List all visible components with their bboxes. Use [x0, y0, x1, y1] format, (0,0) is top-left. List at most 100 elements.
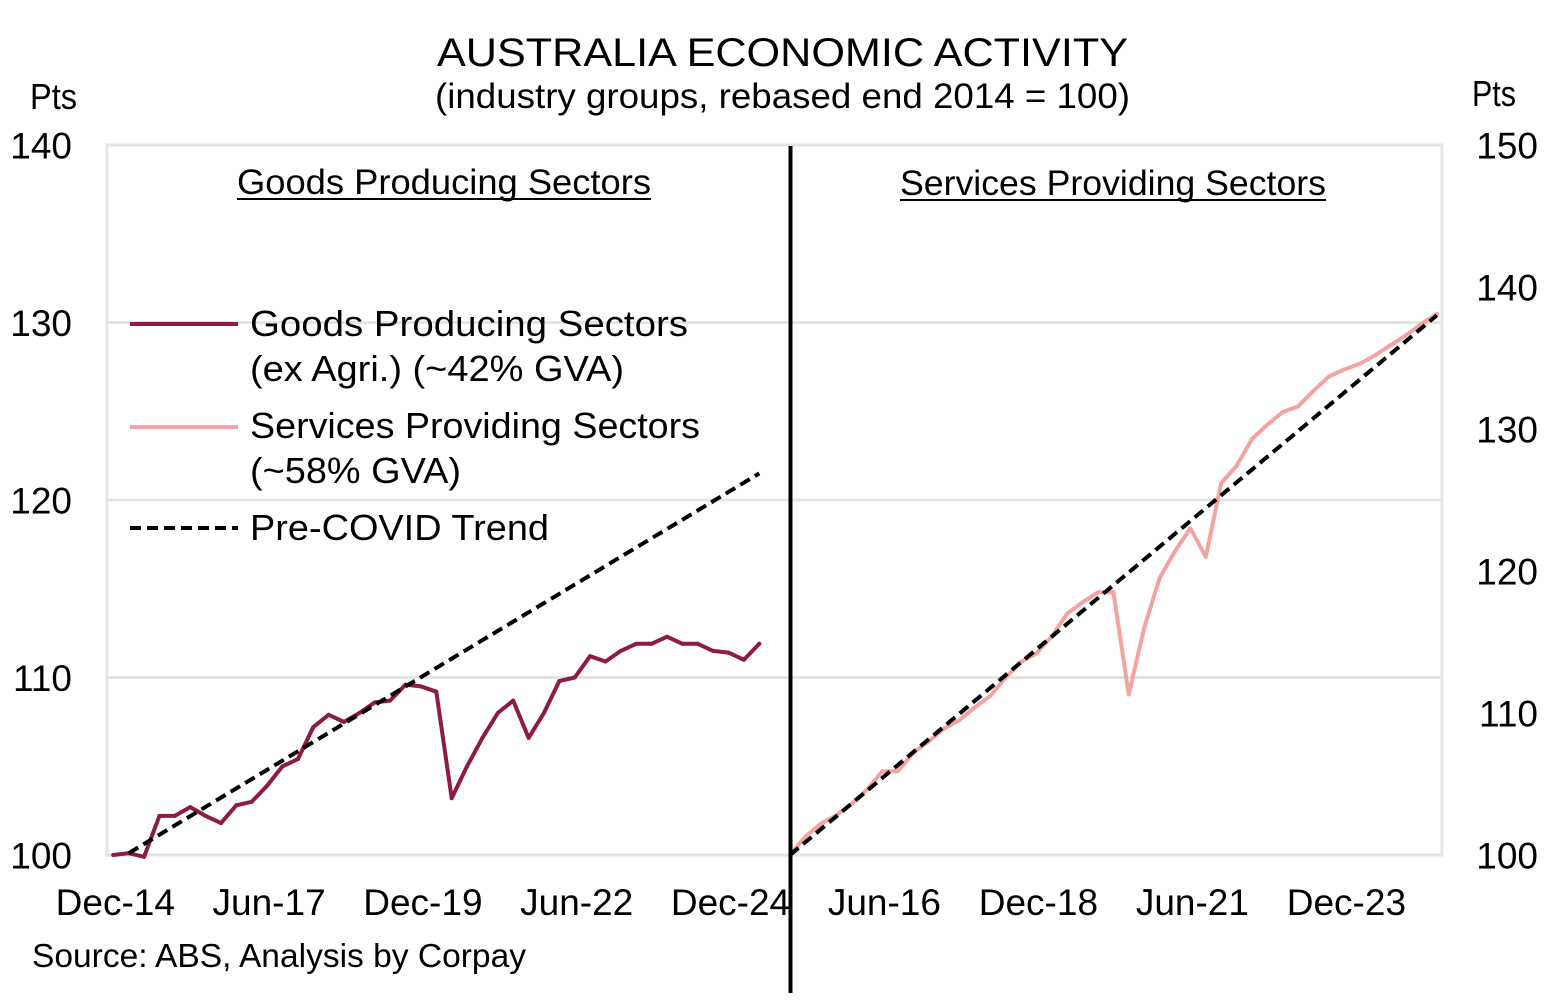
- services-panel-x-tick-label: Jun-21: [1136, 882, 1249, 923]
- services-data-point: [1280, 410, 1285, 414]
- services-panel-x-tick-label: Dec-18: [979, 882, 1098, 923]
- services-data-point: [1373, 353, 1378, 358]
- goods-data-point: [665, 634, 669, 639]
- right-y-tick-label: 140: [1476, 268, 1538, 309]
- goods-data-point: [188, 805, 193, 810]
- services-data-point: [1203, 554, 1208, 559]
- legend-label-trend: Pre-COVID Trend: [250, 507, 549, 548]
- legend-entry-services: Services Providing Sectors (~58% GVA): [130, 405, 700, 491]
- services-data-point: [1404, 333, 1408, 338]
- goods-data-point: [311, 725, 316, 730]
- services-data-point: [972, 705, 977, 710]
- goods-data-point: [388, 698, 393, 703]
- services-data-point: [1265, 422, 1270, 427]
- legend-entry-goods: Goods Producing Sectors (ex Agri.) (~42%…: [130, 303, 688, 389]
- goods-data-point: [711, 648, 716, 653]
- chart-title: AUSTRALIA ECONOMIC ACTIVITY: [437, 31, 1128, 75]
- left-y-tick-label: 100: [10, 836, 72, 877]
- goods-data-point: [603, 659, 608, 664]
- goods-panel-heading: Goods Producing Sectors: [237, 163, 651, 202]
- legend-label-services-line1: Services Providing Sectors: [250, 405, 700, 446]
- services-data-point: [1357, 361, 1362, 366]
- axis-tick-labels: 100 110 120 130 140 Dec-14 Jun-17 Dec-19 Jun-22 D…: [10, 126, 1538, 924]
- goods-data-point: [588, 654, 593, 659]
- services-panel-title: Services Providing Sectors: [900, 164, 1326, 203]
- goods-data-point: [695, 641, 700, 646]
- services-data-point: [1296, 404, 1301, 409]
- goods-data-point: [280, 764, 285, 769]
- goods-data-point: [541, 711, 546, 715]
- services-data-point: [1311, 388, 1316, 393]
- goods-data-point: [265, 783, 270, 788]
- right-y-axis-unit-label: Pts: [1472, 73, 1516, 114]
- right-y-tick-label: 150: [1476, 126, 1538, 167]
- goods-data-point: [357, 711, 362, 715]
- services-data-point: [803, 834, 808, 839]
- goods-data-point: [249, 799, 254, 804]
- services-data-point: [1034, 651, 1039, 656]
- goods-data-point: [172, 813, 177, 818]
- goods-data-point: [480, 735, 485, 740]
- services-data-point: [1388, 343, 1393, 348]
- services-panel-heading: Services Providing Sectors: [900, 164, 1326, 203]
- legend-label-services-line2: (~58% GVA): [250, 450, 461, 491]
- goods-data-point: [418, 684, 423, 689]
- goods-data-point: [142, 854, 147, 859]
- goods-panel-x-tick-label: Jun-22: [520, 882, 633, 923]
- services-pre-covid-trend-line: [788, 313, 1439, 857]
- chart-subtitle: (industry groups, rebased end 2014 = 100…: [435, 77, 1130, 116]
- goods-panel-x-tick-label: Dec-19: [363, 882, 482, 923]
- services-data-point: [1065, 611, 1070, 616]
- goods-data-point: [495, 711, 500, 715]
- goods-data-point: [634, 641, 639, 646]
- goods-panel-x-tick-label: Dec-14: [56, 882, 175, 923]
- trend-layer: [127, 313, 1439, 857]
- services-panel-x-tick-label: Jun-16: [828, 882, 941, 923]
- goods-data-point: [465, 764, 469, 769]
- goods-data-point: [757, 641, 762, 646]
- services-data-point: [988, 694, 993, 698]
- services-data-point: [880, 769, 885, 774]
- goods-data-point: [326, 712, 331, 717]
- goods-data-point: [572, 675, 577, 680]
- goods-data-point: [680, 641, 685, 646]
- source-note: Source: ABS, Analysis by Corpay: [32, 937, 527, 974]
- services-panel-x-tick-label: Dec-23: [1287, 882, 1406, 923]
- left-y-axis-unit-label: Pts: [30, 76, 77, 117]
- plot-area-border: [105, 143, 1444, 857]
- services-data-point: [1173, 549, 1177, 554]
- goods-data-point: [234, 803, 239, 808]
- services-data-point: [1111, 590, 1116, 595]
- goods-data-point: [526, 735, 531, 740]
- goods-data-point: [157, 813, 162, 818]
- goods-data-point: [203, 813, 208, 818]
- goods-data-point: [557, 679, 562, 684]
- left-y-tick-label: 120: [10, 481, 72, 522]
- goods-pre-covid-trend-line: [127, 471, 761, 855]
- goods-data-point: [511, 698, 516, 703]
- services-data-point: [1096, 590, 1100, 595]
- goods-data-point: [434, 689, 439, 694]
- services-data-point: [1188, 526, 1193, 531]
- services-data-point: [895, 769, 900, 774]
- goods-data-point: [726, 650, 731, 655]
- legend-label-goods-line2: (ex Agri.) (~42% GVA): [250, 348, 624, 389]
- goods-panel-x-tick-label: Jun-17: [213, 882, 326, 923]
- left-y-tick-label: 130: [10, 303, 72, 344]
- services-data-point: [957, 718, 962, 723]
- goods-data-point: [111, 853, 116, 857]
- services-data-point: [1157, 576, 1162, 581]
- left-y-tick-label: 140: [10, 126, 72, 167]
- services-data-point: [1080, 600, 1085, 605]
- right-y-tick-label: 130: [1476, 410, 1538, 451]
- services-data-point: [1219, 481, 1224, 485]
- goods-data-point: [618, 648, 623, 653]
- goods-data-point: [649, 641, 654, 646]
- right-y-tick-label: 100: [1476, 836, 1538, 877]
- goods-data-point: [219, 821, 223, 826]
- legend-label-goods-line1: Goods Producing Sectors: [250, 303, 688, 344]
- goods-panel-x-tick-label: Dec-24: [671, 882, 790, 923]
- services-data-point: [818, 821, 823, 826]
- left-y-tick-label: 110: [13, 658, 72, 699]
